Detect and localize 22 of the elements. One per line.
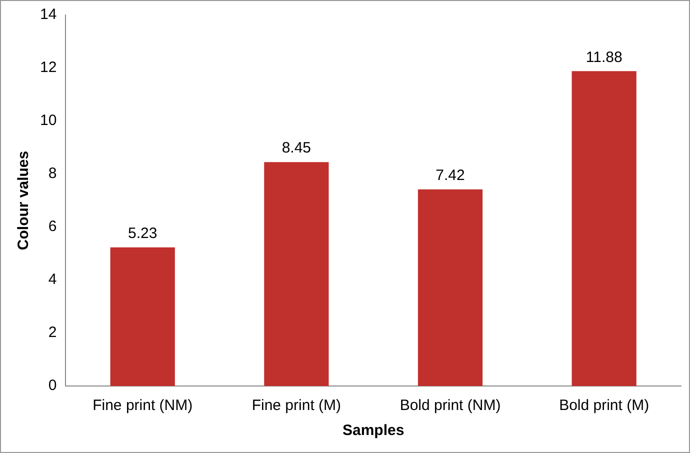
data-label: 5.23	[128, 225, 158, 242]
data-label: 8.45	[282, 140, 312, 157]
y-tick-label: 8	[48, 165, 57, 182]
y-tick-label: 4	[48, 271, 57, 288]
data-label: 7.42	[436, 167, 465, 184]
y-tick-label: 0	[48, 377, 57, 394]
y-tick-label: 10	[40, 112, 57, 130]
y-tick-label: 12	[40, 59, 57, 76]
x-tick-label: Fine print (NM)	[92, 397, 193, 414]
x-tick-label: Bold print (M)	[559, 397, 650, 414]
y-tick-label: 14	[40, 6, 57, 24]
x-axis-title: Samples	[342, 422, 404, 440]
data-label: 11.88	[586, 48, 622, 66]
bar	[572, 71, 636, 386]
y-axis-title: Colour values	[15, 150, 32, 250]
bar	[264, 162, 329, 386]
bar	[110, 247, 175, 386]
x-tick-label: Bold print (NM)	[400, 397, 501, 414]
bar	[418, 189, 483, 386]
x-tick-label: Fine print (M)	[252, 397, 342, 414]
y-tick-label: 6	[48, 218, 57, 236]
y-tick-label: 2	[48, 324, 57, 342]
